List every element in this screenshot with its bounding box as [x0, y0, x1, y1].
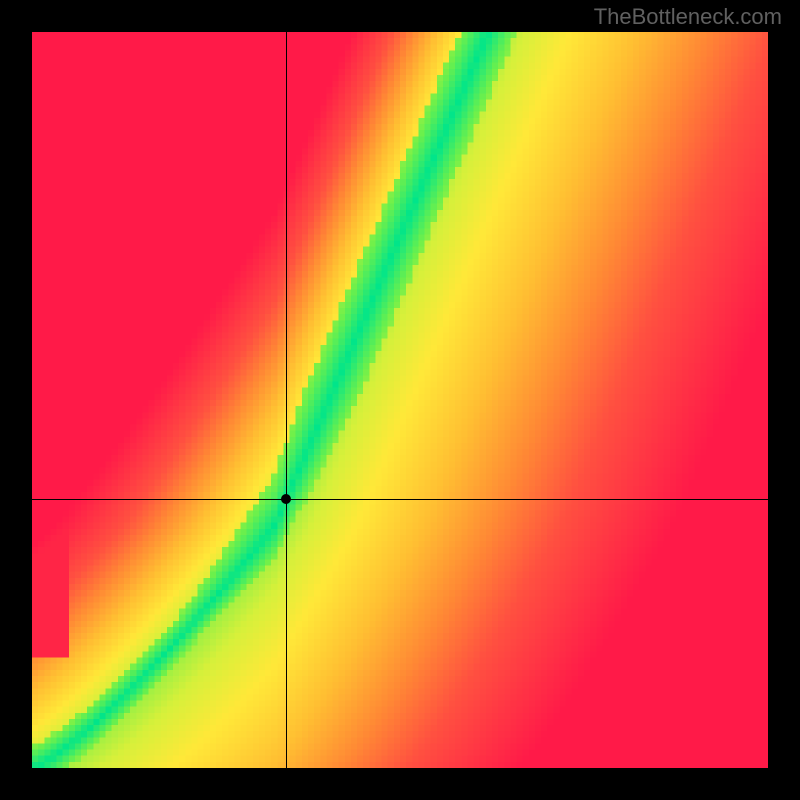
watermark-text: TheBottleneck.com: [594, 4, 782, 30]
bottleneck-heatmap: [32, 32, 768, 768]
crosshair-horizontal: [32, 499, 768, 500]
chart-container: { "watermark": "TheBottleneck.com", "can…: [0, 0, 800, 800]
crosshair-vertical: [286, 32, 287, 768]
